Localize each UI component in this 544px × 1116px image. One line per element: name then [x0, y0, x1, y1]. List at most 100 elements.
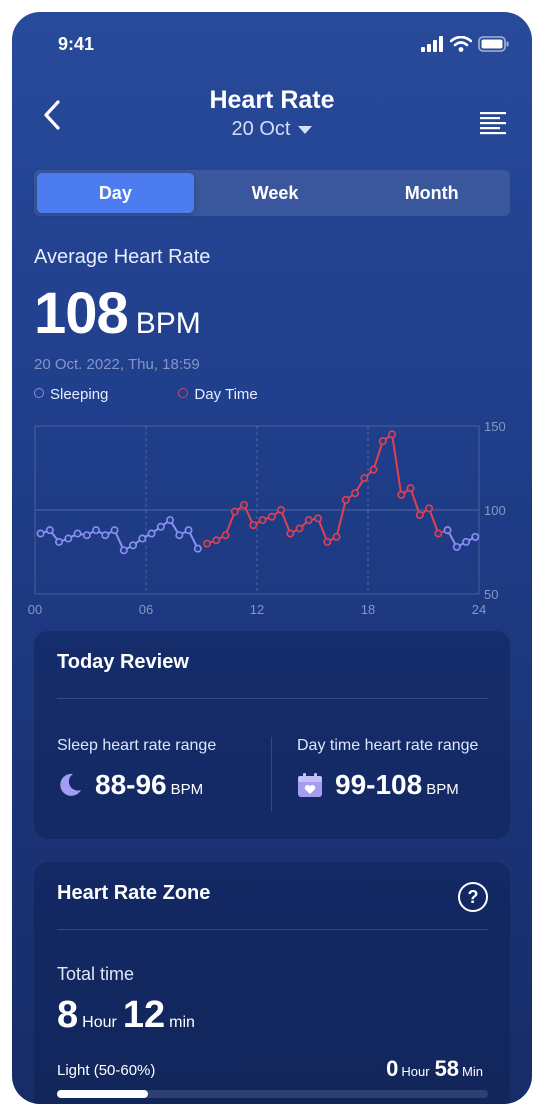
average-value: 108 BPM	[34, 280, 201, 347]
x-tick-label: 00	[28, 602, 42, 616]
legend-sleeping: Sleeping	[34, 386, 108, 403]
data-point	[406, 484, 415, 493]
data-point	[332, 532, 341, 541]
data-point	[462, 537, 471, 546]
y-tick-label: 50	[484, 587, 498, 602]
legend-sleeping-label: Sleeping	[50, 386, 109, 403]
zone-divider	[57, 929, 488, 930]
data-point	[73, 529, 82, 538]
data-point	[471, 532, 480, 541]
data-point	[277, 506, 286, 515]
data-point	[138, 534, 147, 543]
data-point	[388, 430, 397, 439]
data-point	[360, 474, 369, 483]
total-time-value: 8 Hour 12 min	[57, 994, 201, 1037]
zone-progress-fill	[57, 1090, 148, 1098]
average-label: Average Heart Rate	[34, 246, 211, 268]
review-vertical-divider	[271, 737, 272, 811]
caret-down-icon	[298, 125, 313, 134]
back-arrow-icon[interactable]	[40, 98, 64, 132]
zone-title: Heart Rate Zone	[57, 882, 211, 904]
series-line	[446, 529, 476, 548]
total-minutes-unit: min	[169, 1014, 195, 1031]
sleep-range-label: Sleep heart rate range	[57, 737, 217, 754]
data-point	[304, 516, 313, 525]
x-tick-label: 18	[361, 602, 375, 616]
data-point	[314, 514, 323, 523]
help-icon[interactable]: ?	[458, 882, 488, 912]
data-point	[258, 516, 267, 525]
zone-minutes-unit: Min	[462, 1064, 483, 1079]
zone-progress-track	[57, 1090, 488, 1098]
data-point	[82, 531, 91, 540]
data-point	[230, 507, 239, 516]
sleep-range-value: 88-96	[95, 769, 167, 800]
review-divider	[57, 698, 488, 699]
data-point	[425, 504, 434, 513]
calendar-heart-icon	[298, 773, 322, 797]
moon-icon	[60, 773, 81, 796]
zone-row-light: Light (50-60%) 0 Hour 58 Min	[57, 1056, 488, 1088]
data-point	[110, 526, 119, 535]
chart-legend: Sleeping Day Time	[34, 386, 258, 403]
total-hours-unit: Hour	[82, 1014, 117, 1031]
average-unit: BPM	[135, 307, 201, 340]
daytime-dot-icon	[178, 388, 189, 398]
zone-hours-unit: Hour	[401, 1064, 430, 1079]
data-point	[101, 531, 110, 540]
data-point	[147, 529, 156, 538]
data-point	[55, 537, 64, 546]
data-point	[212, 536, 221, 545]
day-range: Day time heart rate range 99-108 BPM	[297, 737, 478, 801]
x-tick-label: 12	[250, 602, 264, 616]
signal-icon	[421, 36, 443, 52]
status-time: 9:41	[58, 34, 95, 54]
phone-screen: 9:41 Heart Rate 20	[12, 12, 532, 1104]
data-point	[64, 534, 73, 543]
data-point	[434, 529, 443, 538]
data-point	[221, 531, 230, 540]
data-point	[45, 526, 54, 535]
data-point	[267, 512, 276, 521]
day-range-label: Day time heart rate range	[297, 737, 479, 754]
data-point	[36, 529, 45, 538]
total-time-label: Total time	[57, 964, 135, 984]
data-point	[184, 526, 193, 535]
legend-daytime-label: Day Time	[194, 386, 258, 403]
x-tick-label: 24	[472, 602, 486, 616]
tab-month[interactable]: Month	[404, 182, 459, 203]
data-point	[286, 529, 295, 538]
date-selector[interactable]: 20 Oct	[12, 118, 532, 141]
status-icons	[420, 36, 510, 52]
series-line	[40, 519, 199, 552]
data-point	[351, 489, 360, 498]
data-point	[203, 539, 212, 548]
zone-hours: 0	[386, 1056, 399, 1081]
average-timestamp: 20 Oct. 2022, Thu, 18:59	[34, 356, 200, 373]
heart-rate-zone-card: Heart Rate Zone ? Total time 8 Hour 12 min …	[34, 862, 510, 1104]
chart-frame	[34, 425, 480, 595]
data-point	[249, 521, 258, 530]
legend-daytime: Day Time	[178, 386, 258, 403]
total-hours: 8	[57, 994, 79, 1036]
data-point	[193, 544, 202, 553]
sleep-range-unit: BPM	[170, 780, 204, 798]
header: Heart Rate 20 Oct	[12, 84, 532, 154]
sleep-range-value-row: 88-96 BPM	[57, 769, 216, 801]
tab-week[interactable]: Week	[251, 182, 299, 203]
average-number: 108	[34, 281, 129, 346]
data-point	[443, 526, 452, 535]
day-range-value: 99-108	[335, 769, 423, 800]
today-review-card: Today Review Sleep heart rate range 88-9…	[34, 631, 510, 839]
page-title: Heart Rate	[209, 86, 335, 114]
zone-time: 0 Hour 58 Min	[386, 1056, 488, 1082]
data-point	[175, 531, 184, 540]
zone-minutes: 58	[434, 1056, 460, 1081]
list-menu-icon[interactable]	[478, 110, 508, 138]
data-point	[295, 524, 304, 533]
tab-day[interactable]: Day	[37, 173, 194, 213]
data-point	[341, 495, 350, 504]
data-point	[378, 437, 387, 446]
heart-rate-chart: 00 06 12 18 24 150 100 50	[28, 419, 506, 616]
data-point	[397, 490, 406, 499]
